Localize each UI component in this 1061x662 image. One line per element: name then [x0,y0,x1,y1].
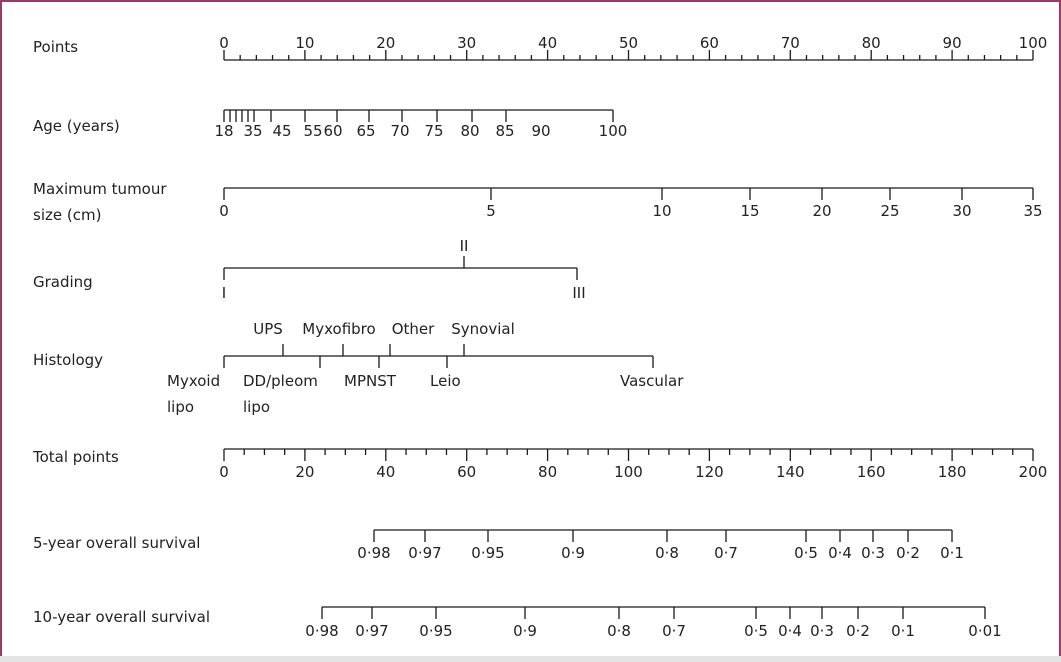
total-tick-label: 120 [695,463,724,481]
total-tick-label: 20 [295,463,314,481]
histology-tick-label: lipo [167,398,194,416]
10yr-tick-label: 0·97 [355,622,388,640]
total-tick-label: 60 [457,463,476,481]
row-label-1-0: Age (years) [33,117,120,135]
points-tick-label: 40 [538,34,557,52]
age-tick-label: 18 [214,122,233,140]
histology-tick-label: lipo [243,398,270,416]
total-tick-label: 200 [1019,463,1048,481]
age-tick-label: 60 [323,122,342,140]
size-tick-label: 20 [812,202,831,220]
5yr-tick-label: 0·5 [794,544,818,562]
age-tick-label: 65 [356,122,375,140]
grading-tick-label: I [222,284,226,302]
size-tick-label: 15 [740,202,759,220]
histology-tick-label: Synovial [451,320,515,338]
age-tick-label: 85 [495,122,514,140]
points-tick-label: 70 [781,34,800,52]
points-tick-label: 100 [1019,34,1048,52]
total-tick-label: 0 [219,463,229,481]
points-tick-label: 20 [376,34,395,52]
size-tick-label: 30 [952,202,971,220]
histology-tick-label: UPS [253,320,283,338]
row-label-6-0: 5-year overall survival [33,534,200,552]
age-tick-label: 75 [424,122,443,140]
size-tick-label: 5 [486,202,496,220]
total-tick-label: 100 [614,463,643,481]
10yr-tick-label: 0·01 [968,622,1001,640]
5yr-tick-label: 0·7 [714,544,738,562]
10yr-tick-label: 0·8 [607,622,631,640]
size-tick-label: 35 [1023,202,1042,220]
row-label-2-1: size (cm) [33,206,101,224]
10yr-tick-label: 0·5 [744,622,768,640]
points-tick-label: 0 [219,34,229,52]
age-tick-label: 55 [303,122,322,140]
histology-tick-label: DD/pleom [243,372,318,390]
row-label-4-0: Histology [33,351,103,369]
10yr-tick-label: 0·2 [846,622,870,640]
grading-tick-label: II [460,237,469,255]
figure-footer-bar [0,656,1061,662]
age-tick-label: 70 [390,122,409,140]
10yr-tick-label: 0·98 [305,622,338,640]
5yr-tick-label: 0·2 [896,544,920,562]
row-label-5-0: Total points [32,448,119,466]
10yr-tick-label: 0·95 [419,622,452,640]
age-tick-label: 100 [599,122,628,140]
10yr-tick-label: 0·7 [662,622,686,640]
5yr-tick-label: 0·95 [471,544,504,562]
row-label-2-0: Maximum tumour [33,180,167,198]
points-tick-label: 90 [943,34,962,52]
age-tick-label: 90 [531,122,550,140]
grading-tick-label: III [572,284,585,302]
age-tick-label: 35 [243,122,262,140]
10yr-tick-label: 0·3 [810,622,834,640]
size-tick-label: 25 [880,202,899,220]
histology-tick-label: MPNST [344,372,397,390]
10yr-tick-label: 0·4 [778,622,802,640]
age-tick-label: 45 [272,122,291,140]
10yr-tick-label: 0·1 [891,622,915,640]
points-tick-label: 30 [457,34,476,52]
5yr-tick-label: 0·8 [655,544,679,562]
5yr-tick-label: 0·3 [861,544,885,562]
5yr-tick-label: 0·98 [357,544,390,562]
row-label-3-0: Grading [33,273,93,291]
row-label-0-0: Points [33,38,78,56]
points-tick-label: 10 [295,34,314,52]
total-tick-label: 80 [538,463,557,481]
10yr-tick-label: 0·9 [513,622,537,640]
histology-tick-label: Vascular [620,372,684,390]
5yr-tick-label: 0·4 [828,544,852,562]
points-tick-label: 80 [862,34,881,52]
total-tick-label: 160 [857,463,886,481]
histology-tick-label: Other [392,320,435,338]
points-tick-label: 60 [700,34,719,52]
total-tick-label: 40 [376,463,395,481]
size-tick-label: 0 [219,202,229,220]
histology-tick-label: Leio [430,372,461,390]
size-tick-label: 10 [652,202,671,220]
5yr-tick-label: 0·1 [940,544,964,562]
total-tick-label: 140 [776,463,805,481]
histology-tick-label: Myxofibro [302,320,375,338]
5yr-tick-label: 0·97 [408,544,441,562]
age-tick-label: 80 [460,122,479,140]
total-tick-label: 180 [938,463,967,481]
points-tick-label: 50 [619,34,638,52]
5yr-tick-label: 0·9 [561,544,585,562]
row-label-7-0: 10-year overall survival [33,608,210,626]
histology-tick-label: Myxoid [167,372,220,390]
